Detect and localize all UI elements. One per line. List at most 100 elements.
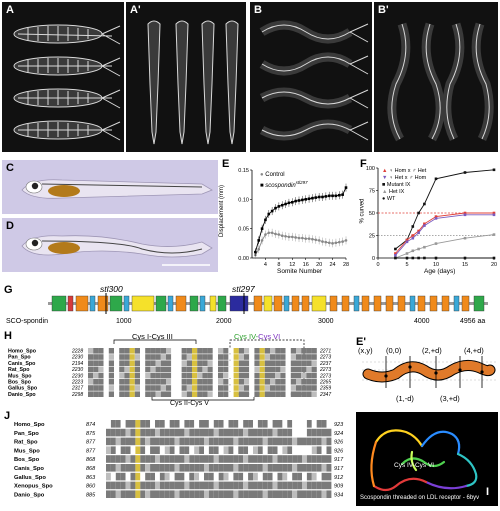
h-residue-cell	[98, 391, 104, 397]
domain-block	[441, 295, 450, 312]
j-residue-cell	[120, 464, 126, 472]
chart-e-point	[327, 194, 331, 198]
chart-f-point	[434, 215, 438, 218]
h-residue-cell	[119, 366, 125, 373]
j-residue-cell	[287, 420, 293, 428]
panel-label-h: H	[4, 330, 12, 342]
chart-f-legend-label: WT	[386, 196, 396, 202]
chart-e-point	[287, 201, 291, 205]
h-residue-cell	[264, 348, 270, 354]
h-residue-cell	[197, 366, 203, 373]
h-residue-cell	[124, 372, 130, 379]
j-residue-cell	[277, 446, 283, 454]
j-residue-cell	[306, 428, 312, 437]
h-row-start: 2228	[71, 349, 83, 355]
j-residue-cell	[155, 455, 160, 463]
j-residue-cell	[140, 455, 146, 463]
h-residue-cell	[103, 360, 109, 366]
j-residue-cell	[287, 446, 293, 454]
chart-e-point	[311, 196, 314, 200]
h-residue-cell	[192, 372, 198, 379]
h-residue-cell	[264, 360, 270, 366]
j-residue-cell	[228, 428, 234, 437]
chart-e-point	[341, 240, 344, 243]
j-row-start: 877	[86, 448, 96, 454]
chart-e-x-tick-label: 12	[289, 262, 295, 268]
h-residue-cell	[88, 366, 94, 373]
h-residue-cell	[207, 385, 213, 391]
chart-f-x-tick-label: 20	[491, 262, 497, 268]
chart-e-point	[277, 205, 281, 208]
h-residue-cell	[129, 391, 135, 397]
j-residue-cell	[115, 472, 121, 481]
h-residue-cell	[233, 379, 239, 385]
h-residue-cell	[166, 379, 172, 385]
j-residue-cell	[277, 481, 283, 490]
h-residue-cell	[114, 391, 120, 397]
j-residue-cell	[218, 437, 224, 446]
j-residue-cell	[272, 455, 278, 463]
h-residue-cell	[228, 379, 234, 385]
j-residue-cell	[262, 464, 268, 472]
j-residue-cell	[292, 490, 298, 498]
h-residue-cell	[296, 379, 302, 385]
chart-e-x-tick-label: 4	[264, 262, 267, 268]
j-residue-cell	[321, 464, 327, 472]
chart-e-y-tick-label: 0.10	[238, 197, 249, 203]
h-residue-cell	[270, 385, 276, 391]
h-residue-cell	[296, 372, 302, 379]
h-residue-cell	[155, 354, 161, 360]
h-residue-cell	[311, 385, 317, 391]
domain-block	[373, 295, 382, 312]
j-row-end: 917	[334, 466, 344, 472]
j-residue-cell	[140, 464, 146, 472]
j-residue-cell	[106, 455, 111, 463]
j-residue-cell	[287, 437, 293, 446]
h-residue-cell	[88, 391, 94, 397]
chart-e-point	[337, 240, 341, 244]
h-residue-cell	[181, 348, 187, 354]
h-residue-cell	[192, 391, 198, 397]
chart-e-point	[324, 240, 328, 244]
chart-f-point	[463, 236, 467, 240]
h-residue-cell	[88, 354, 94, 360]
panel-b-prime-dorsal-xrays	[387, 22, 494, 142]
j-residue-cell	[262, 455, 268, 463]
j-row-name: Danio_Spo	[14, 492, 45, 498]
h-residue-cell	[259, 391, 265, 397]
h-residue-cell	[270, 391, 276, 397]
j-residue-cell	[277, 428, 283, 437]
h-residue-cell	[238, 391, 244, 397]
h-residue-cell	[290, 354, 296, 360]
h-residue-cell	[119, 385, 125, 391]
j-residue-cell	[262, 472, 268, 481]
h-residue-cell	[98, 379, 104, 385]
j-residue-cell	[145, 437, 151, 446]
h-residue-cell	[134, 348, 140, 354]
h-residue-cell	[218, 360, 224, 366]
h-residue-cell	[186, 379, 192, 385]
h-residue-cell	[119, 348, 125, 354]
j-residue-cell	[145, 428, 151, 437]
h-residue-cell	[181, 360, 187, 366]
domain-block	[167, 295, 174, 312]
h-residue-cell	[145, 391, 151, 397]
h-residue-cell	[244, 348, 250, 354]
h-residue-cell	[119, 354, 125, 360]
chart-e-legend-mutant-sup: stl297	[295, 180, 308, 185]
j-residue-cell	[155, 420, 160, 428]
chart-e-x-tick-label: 16	[303, 262, 309, 268]
chart-f-point	[463, 171, 467, 174]
j-residue-cell	[277, 437, 283, 446]
h-residue-cell	[306, 391, 312, 397]
h-residue-cell	[150, 366, 156, 373]
panel-a-prime-dorsal-xrays	[147, 20, 239, 145]
h-residue-cell	[285, 348, 291, 354]
h-residue-cell	[228, 372, 234, 379]
j-residue-cell	[110, 420, 116, 428]
j-residue-cell	[218, 490, 224, 498]
h-residue-cell	[311, 348, 317, 354]
h-residue-cell	[202, 391, 208, 397]
j-residue-cell	[135, 490, 141, 498]
h-residue-cell	[275, 372, 281, 379]
